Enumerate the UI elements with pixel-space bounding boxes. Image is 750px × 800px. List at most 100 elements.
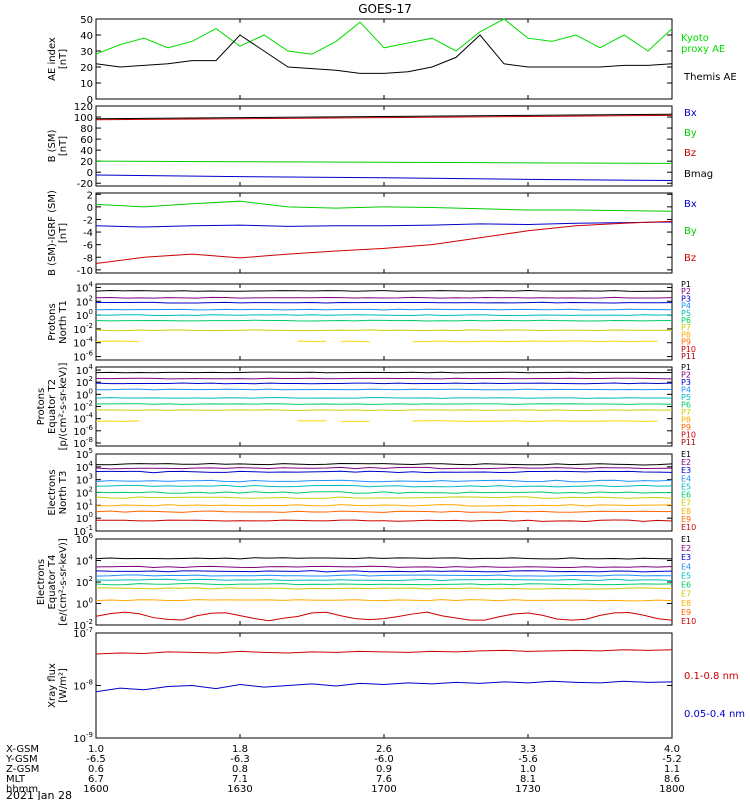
y-tick-label: 10-7: [73, 626, 93, 640]
time-axis-value: -5.6: [518, 754, 538, 765]
legend-label: Themis AE: [683, 72, 737, 83]
legend-label: E7: [681, 590, 691, 599]
series-line: [95, 34, 673, 74]
legend-label: E10: [681, 617, 696, 626]
time-axis-value: 6.7: [88, 774, 104, 785]
time-axis-value: 8.1: [520, 774, 536, 785]
legend-label: E3: [681, 553, 691, 562]
panel-frame: [95, 538, 673, 626]
series-line: [95, 462, 673, 466]
legend-label: P8: [681, 416, 691, 425]
series-line: [95, 371, 673, 374]
panel-frame: [95, 18, 673, 100]
series-line: [297, 340, 327, 343]
series-line: [412, 420, 658, 422]
time-axis-value: 1.1: [664, 764, 680, 775]
legend-label: Bz: [684, 148, 696, 159]
series-line: [95, 587, 673, 590]
legend-label: P10: [681, 431, 696, 440]
legend-label: proxy AE: [681, 44, 725, 55]
series-line: [95, 583, 673, 586]
legend-label: E7: [681, 499, 691, 508]
y-tick-label: 104: [76, 554, 94, 568]
legend-label: E9: [681, 515, 691, 524]
legend-label: Bz: [684, 253, 696, 264]
panel-frame: [95, 453, 673, 532]
series-line: [95, 479, 673, 483]
y-tick-label: 50: [80, 15, 93, 26]
y-axis-label: B (SM): [47, 129, 58, 162]
series-line: [95, 420, 140, 422]
legend-label: E10: [681, 523, 696, 532]
legend-label: 0.05-0.4 nm: [684, 709, 745, 720]
legend-label: Kyoto: [681, 33, 709, 44]
y-tick-label: 10: [80, 79, 93, 90]
series-line: [95, 466, 673, 470]
series-line: [95, 565, 673, 569]
y-tick-label: 20: [80, 63, 93, 74]
y-tick-label: -10: [77, 266, 93, 277]
series-line: [95, 504, 673, 507]
legend-label: E6: [681, 581, 691, 590]
time-axis-row-label: Y-GSM: [5, 754, 38, 765]
y-tick-label: 60: [80, 135, 93, 146]
panel-bigrf: 2 0-2 -4 -6-8 -10 B (SM)-IGRF (SM) [nT] Bx By Bz: [47, 190, 697, 277]
y-axis-label: [nT]: [58, 223, 69, 243]
time-axis-row-label: MLT: [6, 774, 26, 785]
legend-label: P6: [681, 401, 691, 410]
legend-label: E9: [681, 608, 691, 617]
y-tick-label: 40: [80, 146, 93, 157]
legend-label: By: [684, 226, 697, 237]
panel-frame: [95, 283, 673, 361]
series-line: [95, 290, 673, 292]
date-label: 2021 Jan 28: [6, 789, 72, 800]
time-axis-row-label: X-GSM: [6, 744, 39, 755]
y-tick-label: -8: [83, 253, 93, 264]
series-line: [95, 599, 673, 602]
legend-label: E3: [681, 466, 691, 475]
legend-label: P2: [681, 287, 691, 296]
time-axis: X-GSMY-GSMZ-GSMMLThhmm1.0-6.50.66.716001…: [5, 744, 685, 795]
legend-label: P1: [681, 363, 691, 372]
series-line: [340, 340, 370, 343]
time-axis-value: 1.0: [88, 744, 104, 755]
series-line: [95, 296, 673, 299]
legend-label: E4: [681, 474, 691, 483]
y-tick-label: 10-9: [73, 731, 93, 745]
legend-label: Bx: [684, 108, 697, 119]
time-axis-value: 1.0: [520, 764, 536, 775]
series-line: [95, 519, 673, 523]
y-axis-label: AE index: [47, 37, 58, 81]
y-tick-label: 10-2: [73, 322, 93, 336]
legend-label: 0.1-0.8 nm: [684, 671, 739, 682]
time-axis-value: 4.0: [664, 744, 680, 755]
legend-label: P2: [681, 371, 691, 380]
time-axis-value: 1.8: [232, 744, 248, 755]
y-axis-label: Equator T2: [47, 379, 58, 434]
legend-label: E2: [681, 544, 691, 553]
series-line: [95, 491, 673, 494]
y-tick-label: 0: [87, 95, 93, 106]
legend-label: P9: [681, 423, 691, 432]
y-tick-label: 106: [76, 532, 94, 546]
legend-label: P4: [681, 386, 691, 395]
time-axis-value: 2.6: [376, 744, 392, 755]
legend-label: E4: [681, 562, 691, 571]
time-axis-value: 7.1: [232, 774, 248, 785]
y-axis-label: [W/m²]: [58, 668, 69, 703]
legend-label: E6: [681, 491, 691, 500]
legend-label: P3: [681, 378, 691, 387]
y-tick-label: 104: [76, 280, 94, 294]
legend-label: P11: [681, 352, 696, 361]
y-tick-label: 40: [80, 31, 93, 42]
series-line: [95, 570, 673, 573]
series-line: [95, 680, 673, 693]
y-tick-label: 0: [87, 203, 93, 214]
series-line: [95, 578, 673, 581]
panel-xray: 10-7 10-8 10-9 Xray flux [W/m²] 0.1-0.8 nm 0.0…: [47, 626, 745, 745]
time-axis-value: 0.8: [232, 764, 248, 775]
legend-label: P6: [681, 316, 691, 325]
series-line: [95, 308, 673, 311]
